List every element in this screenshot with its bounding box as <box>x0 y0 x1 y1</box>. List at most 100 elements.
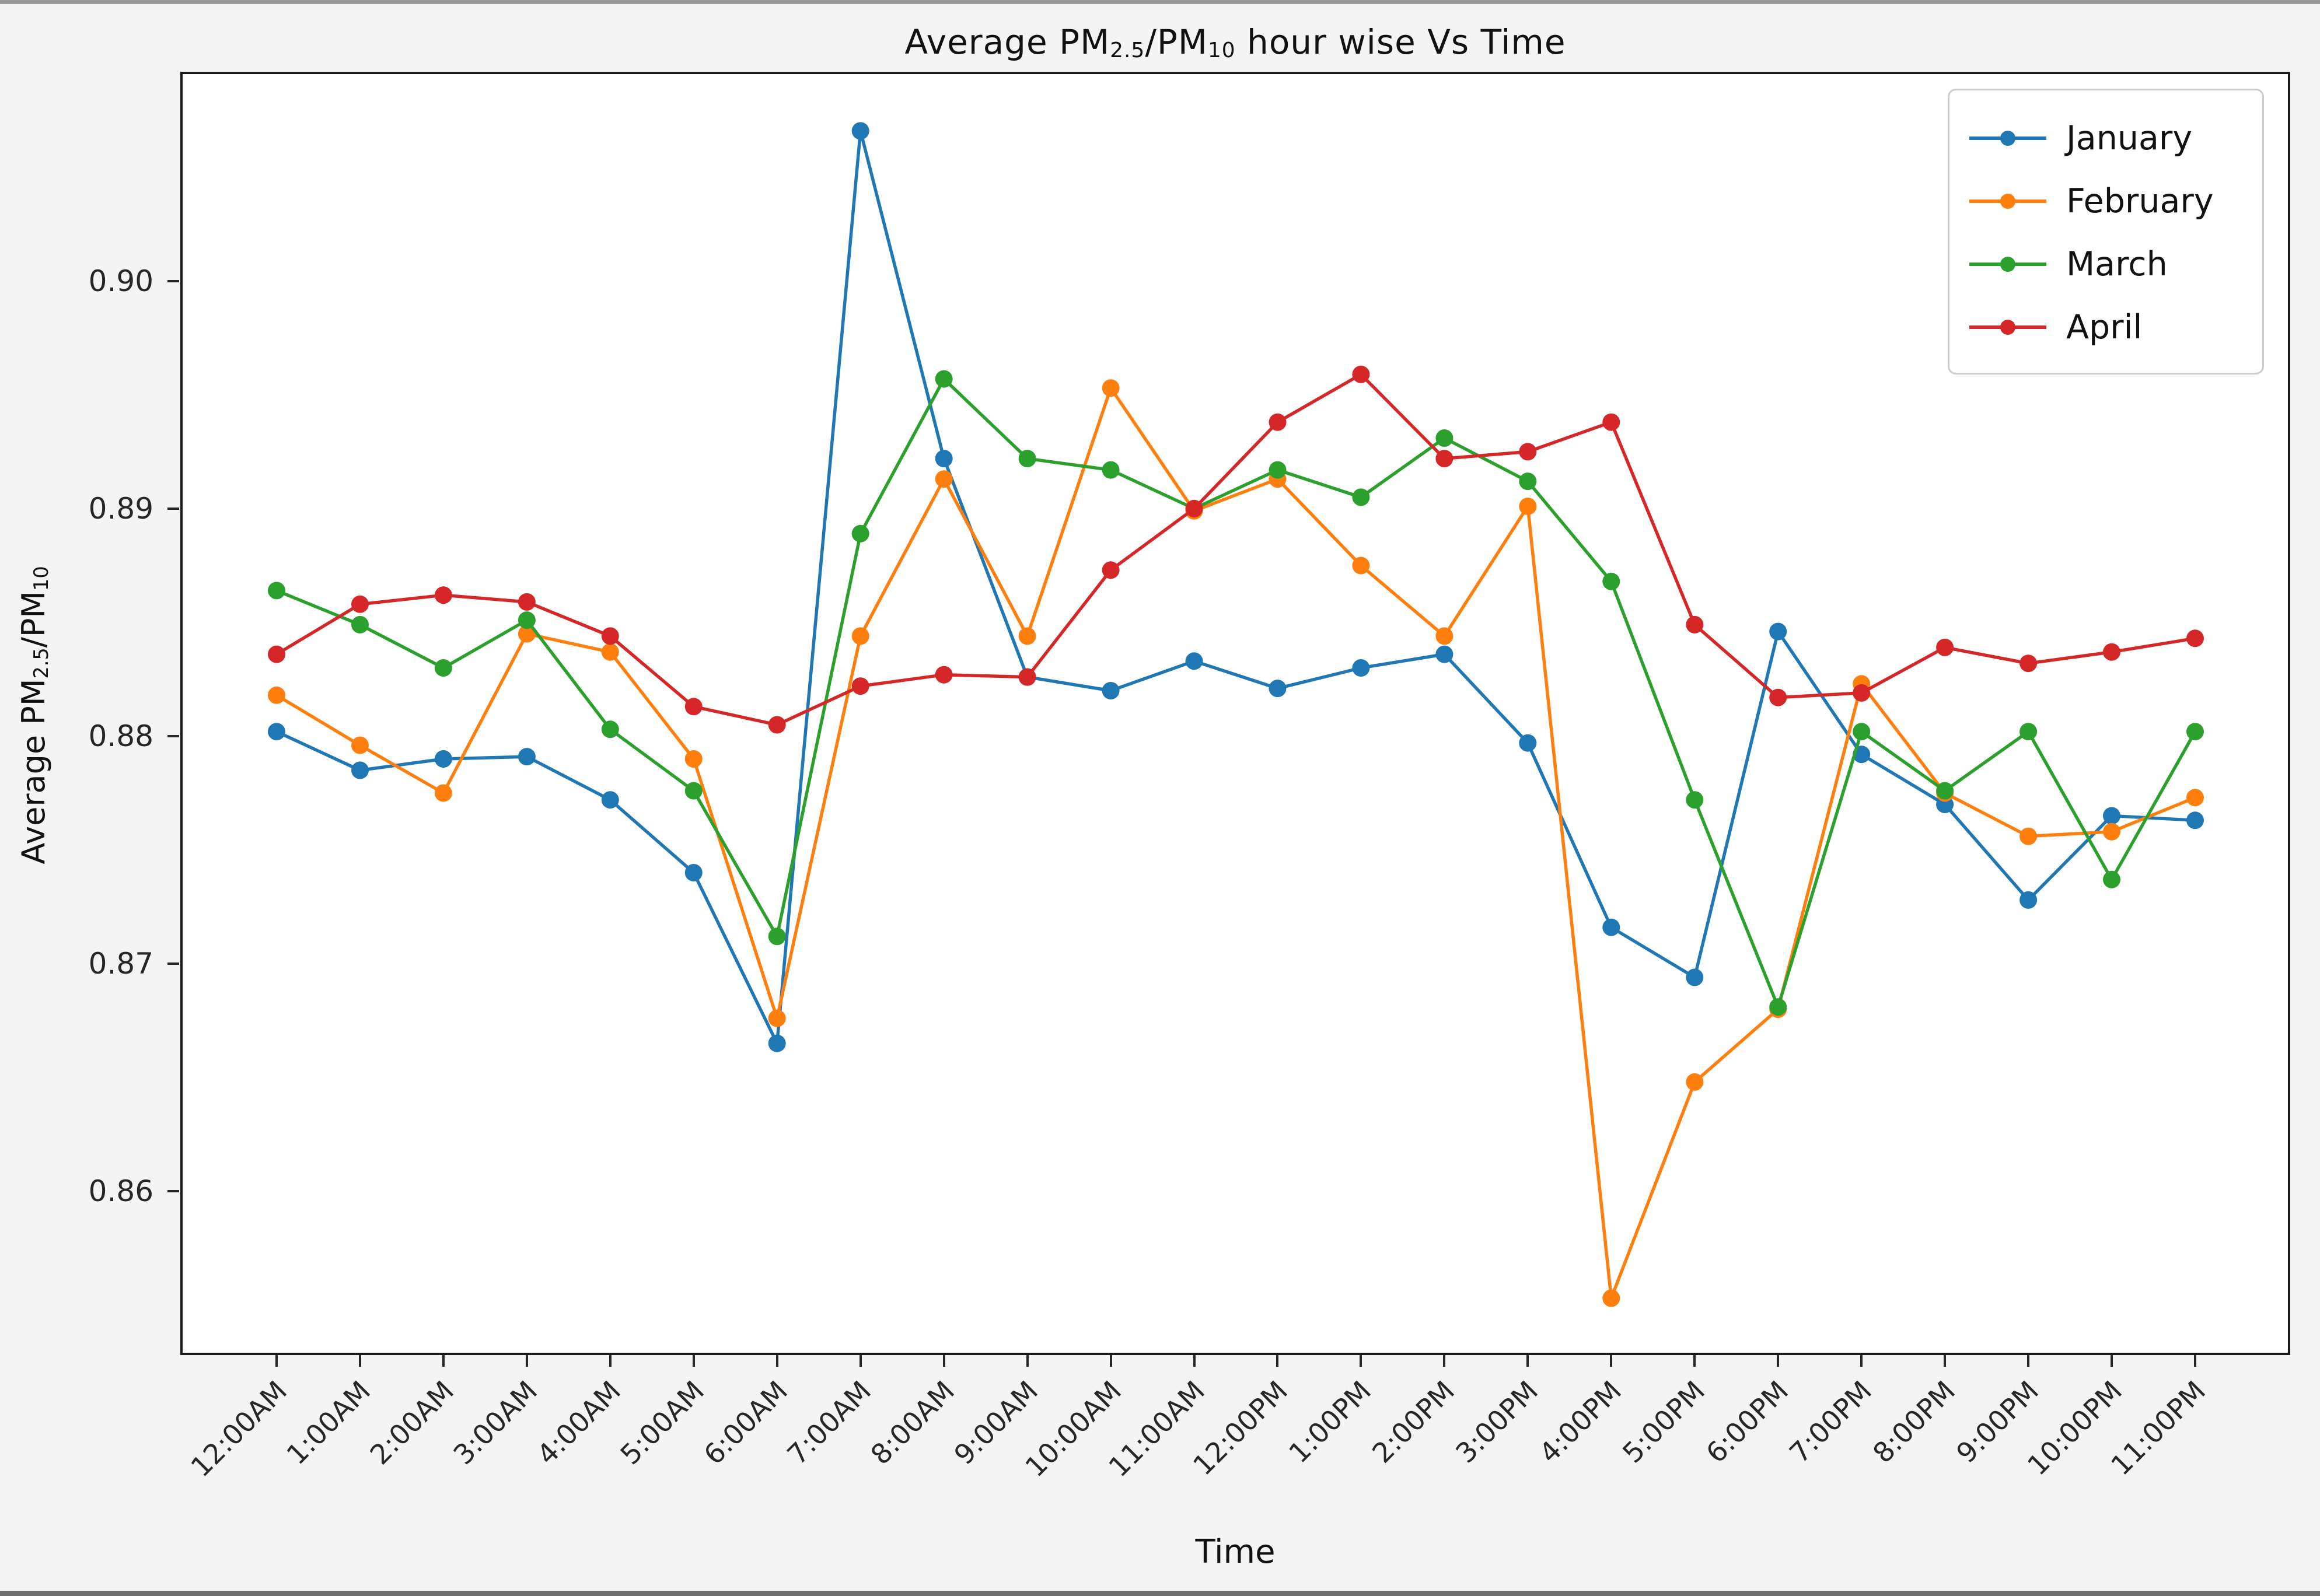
series-march-point <box>1602 572 1620 590</box>
series-january-point <box>1269 680 1287 698</box>
series-february-point <box>434 784 452 802</box>
series-april-point <box>1018 668 1036 686</box>
y-tick-mark <box>167 279 179 282</box>
series-february-point <box>851 627 869 645</box>
series-march-point <box>518 611 536 629</box>
legend-label-march: March <box>2066 245 2168 284</box>
x-tick-mark <box>1026 1355 1029 1367</box>
y-tick-label: 0.87 <box>88 947 153 981</box>
series-april-point <box>935 666 953 684</box>
series-january-point <box>851 122 869 140</box>
chart-title: Average PM2.5/PM10 hour wise Vs Time <box>180 22 2290 62</box>
x-tick-mark <box>1443 1355 1446 1367</box>
series-march-point <box>1102 461 1120 479</box>
x-tick-mark <box>1610 1355 1613 1367</box>
legend-line-sample-icon <box>1969 320 2046 335</box>
series-march-point <box>2019 723 2038 741</box>
x-tick-mark <box>358 1355 361 1367</box>
chart-title-subscript: 2.5 <box>1110 38 1145 63</box>
series-april-point <box>2019 654 2038 673</box>
legend-label-april: April <box>2066 308 2143 346</box>
series-march-point <box>2103 870 2120 888</box>
window-top-edge <box>0 0 2320 4</box>
series-april-point <box>2186 629 2204 648</box>
series-january-point <box>351 761 369 779</box>
series-march-point <box>851 524 869 542</box>
series-january-point <box>518 748 536 766</box>
legend-marker-icon <box>2000 131 2015 146</box>
series-february-point <box>935 470 953 488</box>
series-january-point <box>768 1034 786 1052</box>
x-tick-mark <box>442 1355 445 1367</box>
series-april-point <box>2103 643 2120 661</box>
x-tick-mark <box>775 1355 778 1367</box>
plot-area <box>180 72 2290 1355</box>
x-tick-mark <box>2194 1355 2196 1367</box>
x-tick-mark <box>2111 1355 2113 1367</box>
x-tick-mark <box>1693 1355 1696 1367</box>
series-january-point <box>1519 734 1537 752</box>
series-april-point <box>601 627 619 645</box>
legend-marker-icon <box>2000 194 2015 209</box>
x-tick-mark <box>275 1355 278 1367</box>
series-march-point <box>351 615 369 634</box>
series-march-point <box>1936 782 1954 800</box>
x-tick-mark <box>525 1355 528 1367</box>
series-april-point <box>1352 365 1370 383</box>
series-february-line <box>275 384 2196 1299</box>
series-april-point <box>1686 615 1704 634</box>
series-march-point <box>434 659 452 677</box>
series-january-point <box>601 791 619 809</box>
series-january-point <box>1686 968 1704 986</box>
series-february-point <box>518 625 536 643</box>
legend-marker-icon <box>2000 257 2015 272</box>
x-tick-mark <box>1276 1355 1279 1367</box>
legend-item-march: March <box>1969 233 2245 296</box>
series-april-point <box>1769 688 1787 706</box>
series-april-point <box>768 716 786 734</box>
chart-title-text: /PM <box>1145 22 1208 62</box>
series-february-point <box>268 686 285 704</box>
y-tick-label: 0.88 <box>88 719 153 753</box>
series-april-point <box>268 645 285 663</box>
legend-marker-icon <box>2000 320 2015 335</box>
series-march-point <box>1352 488 1370 506</box>
series-january-point <box>1352 659 1370 677</box>
x-tick-mark <box>1109 1355 1112 1367</box>
series-february-point <box>684 750 703 768</box>
x-tick-mark <box>1526 1355 1529 1367</box>
series-march-point <box>2186 723 2204 741</box>
series-april-point <box>1519 443 1537 461</box>
x-tick-mark <box>1193 1355 1196 1367</box>
series-january-point <box>2103 807 2120 825</box>
chart-title-text: hour wise Vs Time <box>1235 22 1566 62</box>
series-april-point <box>1853 684 1871 702</box>
y-tick-mark <box>167 963 179 965</box>
y-tick-label: 0.89 <box>88 491 153 526</box>
series-january-point <box>2019 891 2038 909</box>
series-april-point <box>434 586 452 604</box>
legend-label-february: February <box>2066 182 2214 220</box>
legend-line-sample-icon <box>1969 194 2046 209</box>
series-april-point <box>1102 561 1120 579</box>
x-tick-mark <box>692 1355 695 1367</box>
series-march-point <box>768 928 786 946</box>
x-tick-mark <box>859 1355 862 1367</box>
x-tick-mark <box>1944 1355 1947 1367</box>
x-tick-mark <box>1360 1355 1362 1367</box>
series-march-point <box>1853 723 1871 741</box>
series-february-point <box>1602 1289 1620 1307</box>
legend-line-sample-icon <box>1969 131 2046 146</box>
series-april-point <box>1269 413 1287 431</box>
series-january-point <box>434 750 452 768</box>
legend-line-sample-icon <box>1969 257 2046 272</box>
series-march-point <box>1269 461 1287 479</box>
series-january-point <box>1102 682 1120 699</box>
series-march-line <box>275 376 2197 1012</box>
series-april-point <box>351 595 369 613</box>
series-january-point <box>1769 622 1787 640</box>
series-march-point <box>935 370 953 388</box>
series-january-point <box>2186 811 2204 830</box>
series-april-point <box>1936 638 1954 656</box>
